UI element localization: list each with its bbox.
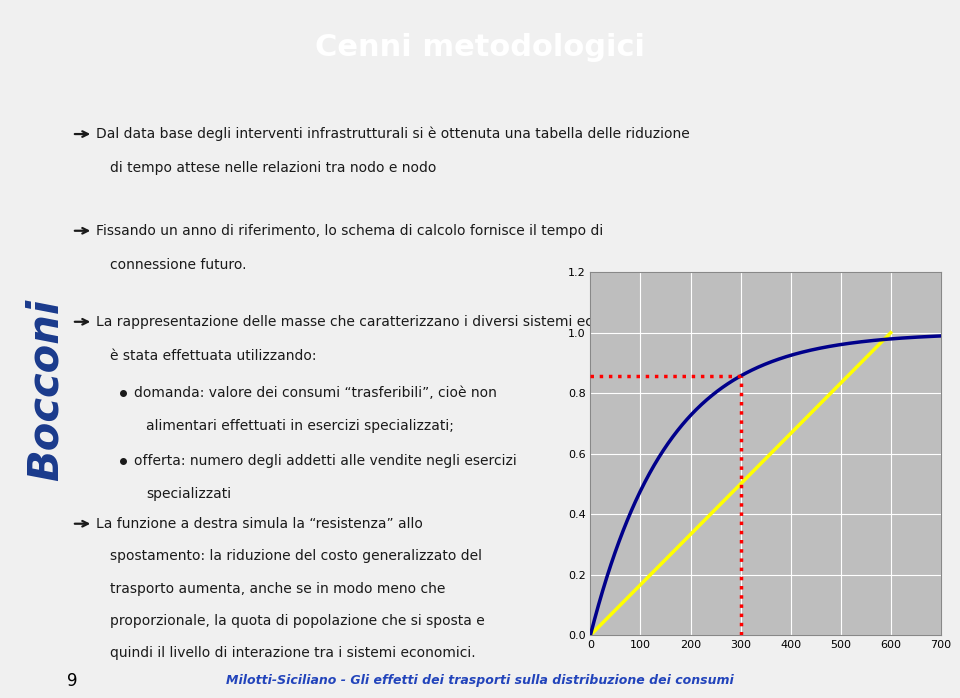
Text: 9: 9 xyxy=(67,671,78,690)
Text: offerta: numero degli addetti alle vendite negli esercizi: offerta: numero degli addetti alle vendi… xyxy=(134,454,517,468)
Text: di tempo attese nelle relazioni tra nodo e nodo: di tempo attese nelle relazioni tra nodo… xyxy=(110,161,437,175)
Text: Milotti-Siciliano - Gli effetti dei trasporti sulla distribuzione dei consumi: Milotti-Siciliano - Gli effetti dei tras… xyxy=(227,674,733,687)
Text: spostamento: la riduzione del costo generalizzato del: spostamento: la riduzione del costo gene… xyxy=(110,549,482,563)
Text: quindi il livello di interazione tra i sistemi economici.: quindi il livello di interazione tra i s… xyxy=(110,646,476,660)
Text: connessione futuro.: connessione futuro. xyxy=(110,258,247,272)
Text: alimentari effettuati in esercizi specializzati;: alimentari effettuati in esercizi specia… xyxy=(146,419,454,433)
Text: Bocconi: Bocconi xyxy=(25,299,67,481)
Text: domanda: valore dei consumi “trasferibili”, cioè non: domanda: valore dei consumi “trasferibil… xyxy=(134,386,497,400)
Text: Cenni metodologici: Cenni metodologici xyxy=(315,33,645,61)
Text: Dal data base degli interventi infrastrutturali si è ottenuta una tabella delle : Dal data base degli interventi infrastru… xyxy=(96,127,689,141)
Text: La rappresentazione delle masse che caratterizzano i diversi sistemi economici: La rappresentazione delle masse che cara… xyxy=(96,315,647,329)
Text: specializzati: specializzati xyxy=(146,487,231,501)
Text: Fissando un anno di riferimento, lo schema di calcolo fornisce il tempo di: Fissando un anno di riferimento, lo sche… xyxy=(96,224,603,238)
Text: La funzione a destra simula la “resistenza” allo: La funzione a destra simula la “resisten… xyxy=(96,517,422,530)
Text: proporzionale, la quota di popolazione che si sposta e: proporzionale, la quota di popolazione c… xyxy=(110,614,485,628)
Text: trasporto aumenta, anche se in modo meno che: trasporto aumenta, anche se in modo meno… xyxy=(110,581,445,595)
Text: è stata effettuata utilizzando:: è stata effettuata utilizzando: xyxy=(110,349,317,363)
